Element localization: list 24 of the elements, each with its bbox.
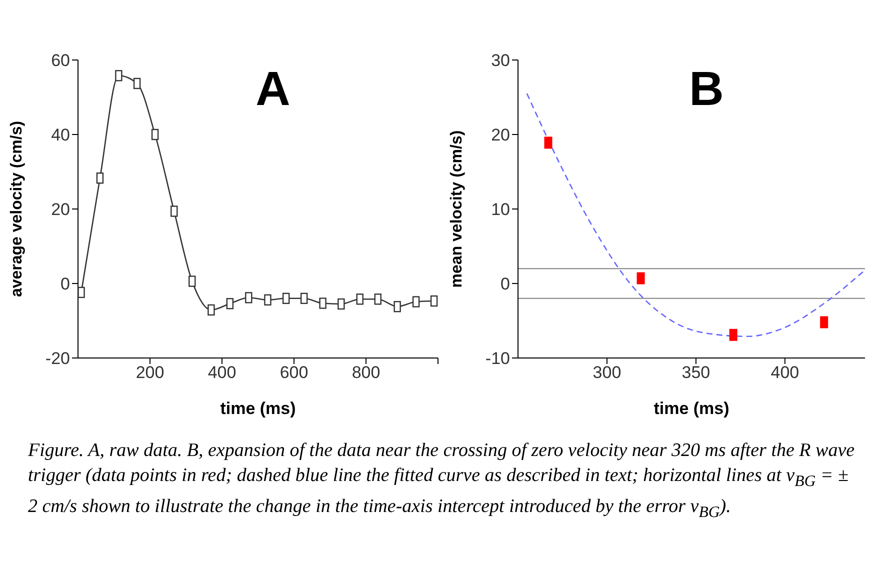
y-tick-label: -10: [485, 349, 510, 368]
y-tick-label: 0: [500, 274, 510, 294]
y-tick-label: 40: [51, 126, 70, 145]
y-axis-title: mean velocity (cm/s): [448, 130, 466, 288]
y-tick-label: 60: [51, 51, 70, 70]
x-axis-title: time (ms): [220, 399, 296, 418]
x-tick-label: 800: [352, 363, 380, 382]
y-tick-label: 10: [491, 200, 510, 220]
x-tick-label: 300: [592, 363, 622, 382]
y-tick-label: 0: [60, 274, 70, 294]
chart-title: B: [689, 63, 724, 116]
x-tick-label: 350: [682, 363, 710, 382]
y-axis-title: average velocity (cm/s): [8, 120, 26, 298]
x-tick-label: 400: [208, 363, 236, 382]
y-tick-label: 20: [51, 200, 70, 220]
y-tick-label: -20: [45, 349, 70, 368]
y-tick-label: 20: [491, 126, 510, 145]
text: Figure. A, raw data. B, expansion of the data near the crossing of zero velocity near 320 ms after the R wave trigger (data points in red; dashed blue line the fitted curve as described in text; horizontal lines at v$_{BG}$ = ± 2 cm/s shown to illustrate the change in the time-axis intercept introduced by the error v$_{BG}$).: [28, 440, 855, 521]
x-tick-label: 400: [770, 363, 800, 382]
x-tick-label: 600: [280, 363, 308, 382]
chart-title: A: [256, 63, 290, 116]
x-tick-label: 200: [136, 363, 164, 382]
x-axis-title: time (ms): [654, 399, 730, 418]
y-tick-label: 30: [491, 51, 510, 70]
